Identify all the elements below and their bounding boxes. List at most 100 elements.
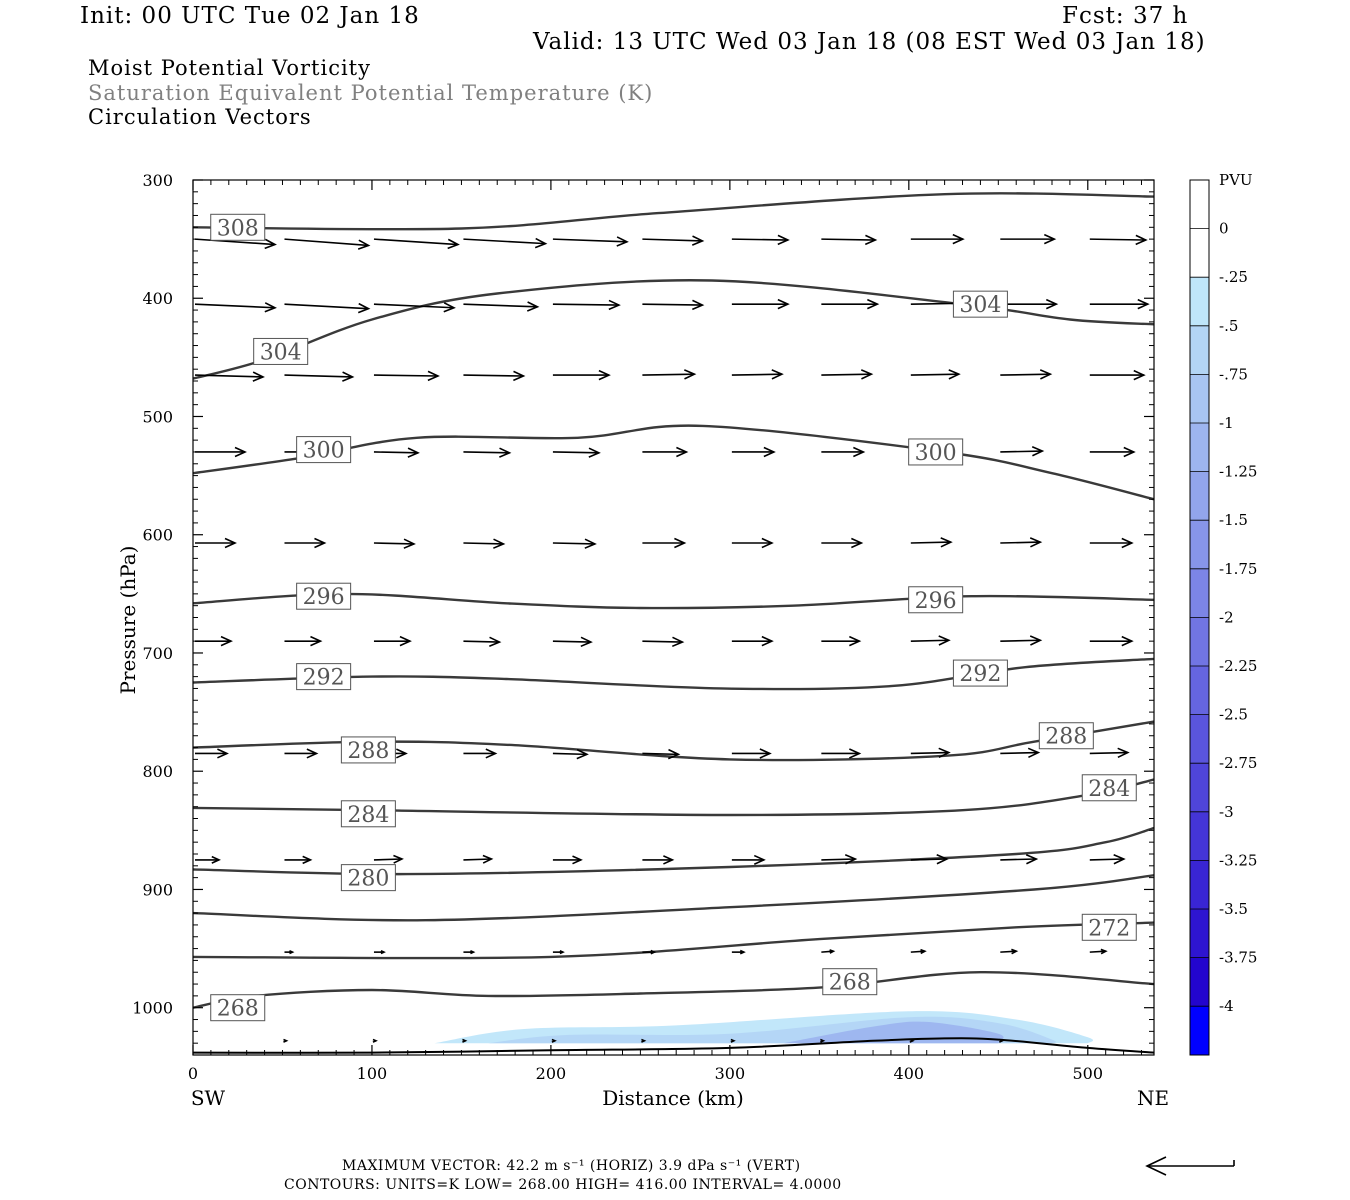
vector-head — [759, 748, 772, 759]
vector-shaft — [552, 542, 595, 545]
vector-arrow — [821, 949, 836, 954]
vector-head — [1045, 298, 1059, 310]
vector-shaft — [910, 751, 949, 755]
colorbar-swatch — [1190, 666, 1209, 715]
vector-shaft — [1089, 950, 1106, 953]
vector-head — [1123, 446, 1136, 458]
vector-head — [1027, 747, 1041, 759]
vector-head — [462, 1038, 468, 1043]
vector-arrow — [642, 369, 697, 380]
vector-head — [443, 302, 456, 313]
vector-arrow — [463, 854, 494, 864]
vector-arrow — [821, 234, 878, 246]
contour-label-304: 304 — [260, 340, 302, 365]
vector-arrow — [910, 747, 951, 759]
contour-label-box — [1081, 774, 1137, 802]
x-end-label-sw: SW — [191, 1086, 226, 1110]
contour-label-288: 288 — [347, 739, 389, 764]
vector-head — [1031, 446, 1045, 457]
vector-shaft — [1000, 450, 1043, 453]
vector-head — [671, 636, 685, 648]
y-tick-label: 400 — [142, 289, 173, 308]
vector-head — [357, 239, 371, 250]
vector-arrow — [463, 370, 526, 382]
contour-272 — [193, 921, 1154, 960]
vector-shaft — [552, 752, 587, 756]
colorbar-label: -.25 — [1219, 268, 1248, 286]
vector-head — [849, 635, 862, 647]
vector-arrow — [373, 302, 456, 313]
contour-label-box — [296, 663, 352, 691]
contour-label-292: 292 — [303, 666, 345, 691]
vector-shaft — [373, 238, 459, 246]
colorbar-label: -3 — [1219, 803, 1234, 821]
contour-label-300: 300 — [303, 439, 345, 464]
colorbar-label: -.5 — [1219, 317, 1238, 335]
vector-head — [572, 855, 583, 865]
vector-shaft — [463, 858, 492, 861]
title-theta-es: Saturation Equivalent Potential Temperat… — [88, 81, 654, 105]
vector-shaft — [463, 451, 510, 454]
vector-arrow — [1089, 446, 1136, 458]
y-tick-label: 800 — [142, 762, 173, 781]
vector-arrow — [821, 635, 862, 647]
vector-arrow — [284, 238, 371, 250]
vector-head — [580, 636, 593, 648]
vector-head — [948, 369, 961, 380]
vector-arrow — [821, 748, 862, 759]
vector-head — [730, 1038, 736, 1043]
vector-arrow — [910, 233, 965, 245]
vector-shaft — [373, 303, 454, 309]
vector-head — [777, 234, 790, 246]
vector-arrow — [284, 950, 295, 955]
vector-arrow — [731, 446, 776, 458]
vector-arrow — [1089, 854, 1126, 865]
vector-arrow — [463, 237, 548, 249]
vector-shaft — [284, 374, 353, 378]
vector-arrow — [552, 636, 593, 648]
vector-arrow — [731, 854, 766, 865]
colorbar-swatch — [1190, 180, 1209, 229]
vector-head — [264, 302, 277, 313]
vector-arrow — [642, 446, 689, 458]
vector-arrow — [1000, 635, 1043, 646]
vector-arrow — [1089, 635, 1134, 647]
colorbar-label: -4 — [1219, 997, 1234, 1015]
vector-head — [920, 948, 927, 955]
x-tick-label: 300 — [715, 1064, 746, 1083]
vector-arrow — [284, 302, 371, 314]
vector-head — [1133, 369, 1146, 381]
vector-arrow — [731, 234, 790, 246]
vector-arrow — [731, 748, 772, 759]
vector-head — [314, 537, 327, 549]
vector-head — [867, 298, 880, 310]
vector-head — [289, 950, 295, 955]
vector-head — [1011, 948, 1019, 955]
vector-head — [252, 371, 265, 382]
colorbar-swatch — [1190, 374, 1209, 423]
vector-head — [499, 447, 512, 458]
vector-arrow — [1000, 446, 1045, 457]
y-tick-label: 1000 — [132, 999, 173, 1018]
vector-arrow — [551, 1038, 557, 1043]
vector-shaft — [731, 373, 782, 376]
vector-head — [761, 537, 774, 549]
x-end-label-ne: NE — [1137, 1086, 1169, 1110]
vector-head — [217, 748, 229, 759]
vector-head — [851, 537, 864, 549]
vector-arrow — [284, 855, 313, 865]
contour-268 — [193, 970, 1154, 1009]
vector-shaft — [552, 303, 619, 306]
pv-colorbar: PVU 0 -.25 -.5 -.75 -1 -1.25 -1.5 -1.75 -2 -2.25 -2… — [1189, 171, 1257, 1056]
vector-head — [306, 748, 319, 759]
vector-shaft — [1000, 541, 1041, 544]
contour-label-box — [1038, 722, 1094, 750]
vector-head — [470, 950, 476, 955]
vector-shaft — [642, 373, 695, 376]
vector-shaft — [1000, 751, 1039, 755]
vector-head — [938, 747, 951, 759]
vector-head — [393, 854, 404, 864]
vector-arrow — [821, 369, 874, 380]
vector-head — [940, 537, 953, 548]
vector-shaft — [1000, 373, 1051, 376]
